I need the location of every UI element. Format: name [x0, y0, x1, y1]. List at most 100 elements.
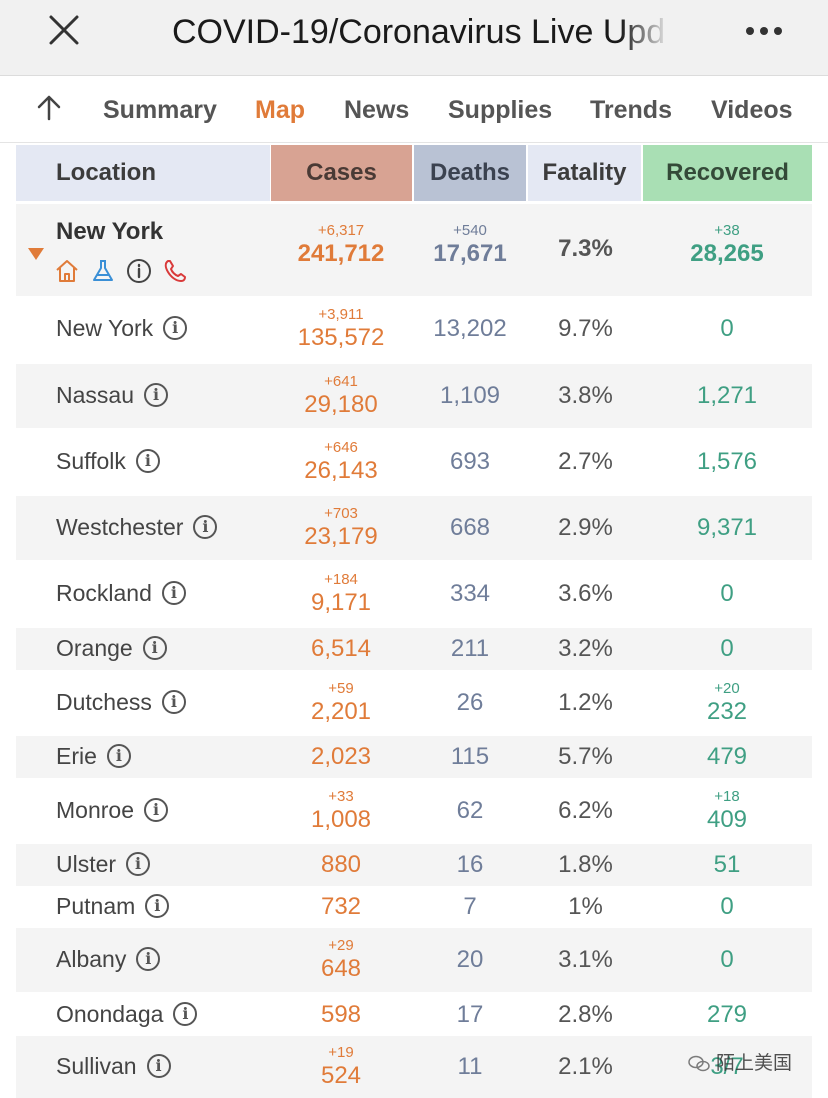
table-row[interactable]: Westchester i +703 23,179 668 2.9% 9,371: [16, 496, 812, 560]
county-cases: 1,008: [310, 806, 372, 833]
info-icon[interactable]: i: [161, 689, 186, 714]
table-row[interactable]: Monroe i +33 1,008 62 6.2% +18 409: [16, 780, 812, 842]
county-fatality: 3.1%: [558, 946, 613, 973]
county-deaths-cell: 62: [415, 797, 525, 825]
table-row[interactable]: New York i +3,911 135,572 13,202 9.7% 0: [16, 298, 812, 360]
table-row[interactable]: Suffolk i +646 26,143 693 2.7% 1,576: [16, 430, 812, 494]
county-name: Westchester: [56, 514, 184, 540]
county-fatality-cell: 2.8%: [528, 1001, 643, 1029]
table-row[interactable]: Erie i 2,023 115 5.7% 479: [16, 736, 812, 778]
county-deaths: 11: [457, 1053, 483, 1080]
county-deaths-cell: 668: [415, 514, 525, 542]
title-bar: COVID-19/Coronavirus Live Upd: [0, 0, 828, 76]
close-icon[interactable]: [44, 12, 84, 52]
tab-trends[interactable]: Trends: [590, 96, 672, 124]
county-recovered: 1,576: [696, 448, 758, 475]
info-icon[interactable]: i: [163, 315, 188, 340]
expand-triangle-icon[interactable]: [28, 248, 44, 260]
county-fatality: 5.7%: [558, 743, 613, 770]
table-row[interactable]: Dutchess i +59 2,201 26 1.2% +20 232: [16, 672, 812, 734]
county-recovered: 0: [720, 315, 734, 342]
county-recovered-cell: +20 232: [643, 680, 811, 726]
county-recovered-cell: 1,576: [643, 448, 811, 476]
tab-summary[interactable]: Summary: [103, 96, 217, 124]
table-row[interactable]: Nassau i +641 29,180 1,109 3.8% 1,271: [16, 364, 812, 428]
county-fatality-cell: 3.1%: [528, 946, 643, 974]
table-row[interactable]: Rockland i +184 9,171 334 3.6% 0: [16, 562, 812, 626]
state-deaths: 17,671: [433, 240, 507, 267]
county-cases-cell: +29 648: [278, 937, 404, 983]
state-action-icons: [54, 258, 198, 286]
county-cases-cell: +703 23,179: [278, 505, 404, 551]
table-row[interactable]: Albany i +29 648 20 3.1% 0: [16, 928, 812, 992]
flask-icon[interactable]: [90, 258, 116, 284]
info-icon[interactable]: i: [143, 797, 168, 822]
state-row-new-york[interactable]: New York +6,317 241,712 +540 17,671 7.3%…: [16, 204, 812, 296]
county-deaths: 20: [456, 946, 484, 973]
table-row[interactable]: Putnam i 732 7 1% 0: [16, 888, 812, 926]
county-cases: 6,514: [310, 635, 372, 662]
county-location: Onondaga i: [56, 1001, 198, 1028]
county-cases-cell: 598: [278, 1001, 404, 1029]
county-fatality: 1%: [568, 893, 603, 920]
info-icon[interactable]: i: [126, 851, 151, 876]
column-header-deaths[interactable]: Deaths: [414, 145, 526, 201]
table-row[interactable]: Ulster i 880 16 1.8% 51: [16, 844, 812, 886]
tab-videos[interactable]: Videos: [711, 96, 793, 124]
info-icon[interactable]: i: [145, 893, 170, 918]
info-icon[interactable]: i: [142, 635, 167, 660]
county-recovered: 0: [720, 946, 734, 973]
info-icon[interactable]: i: [143, 382, 168, 407]
county-deaths-cell: 7: [415, 893, 525, 921]
county-cases: 2,201: [310, 698, 372, 725]
county-fatality-cell: 3.6%: [528, 580, 643, 608]
column-header-recovered[interactable]: Recovered: [643, 145, 812, 201]
county-cases-cell: +184 9,171: [278, 571, 404, 617]
county-cases-cell: 2,023: [278, 743, 404, 771]
tab-supplies[interactable]: Supplies: [448, 96, 553, 124]
info-icon[interactable]: i: [106, 743, 131, 768]
tab-map[interactable]: Map: [255, 96, 305, 124]
county-cases: 880: [320, 851, 362, 878]
arrow-up-icon[interactable]: [34, 93, 64, 123]
county-fatality: 1.8%: [558, 851, 613, 878]
county-fatality-cell: 2.1%: [528, 1053, 643, 1081]
phone-icon[interactable]: [162, 258, 188, 284]
county-location: Putnam i: [56, 893, 170, 920]
info-icon[interactable]: i: [136, 946, 161, 971]
county-recovered-cell: 0: [643, 893, 811, 921]
tab-news[interactable]: News: [344, 96, 410, 124]
county-deaths: 17: [456, 1001, 484, 1028]
info-icon[interactable]: i: [135, 448, 160, 473]
info-icon[interactable]: i: [146, 1053, 171, 1078]
column-header-location[interactable]: Location: [16, 145, 270, 201]
county-deaths: 693: [449, 448, 491, 475]
county-cases-delta: +59: [328, 680, 354, 697]
county-cases-delta: +19: [328, 1044, 354, 1061]
county-cases: 648: [320, 955, 362, 982]
county-cases: 524: [320, 1062, 362, 1089]
county-fatality-cell: 9.7%: [528, 315, 643, 343]
column-header-fatality[interactable]: Fatality: [528, 145, 641, 201]
county-location: Suffolk i: [56, 448, 160, 475]
column-header-cases[interactable]: Cases: [271, 145, 412, 201]
county-deaths: 334: [449, 580, 491, 607]
info-icon[interactable]: [126, 258, 152, 284]
county-deaths-cell: 334: [415, 580, 525, 608]
info-icon[interactable]: i: [173, 1001, 198, 1026]
info-icon[interactable]: i: [161, 580, 186, 605]
county-recovered: 279: [706, 1001, 748, 1028]
home-icon[interactable]: [54, 258, 80, 284]
table-row[interactable]: Sullivan i +19 524 11 2.1% 3/7: [16, 1036, 812, 1098]
state-cases-delta: +6,317: [317, 222, 365, 239]
county-name: Putnam: [56, 893, 136, 919]
county-deaths: 1,109: [439, 382, 501, 409]
more-horizontal-icon[interactable]: [742, 16, 786, 46]
county-deaths: 62: [456, 797, 484, 824]
info-icon[interactable]: i: [193, 514, 218, 539]
county-location: Nassau i: [56, 382, 168, 409]
county-recovered-cell: 0: [643, 580, 811, 608]
table-row[interactable]: Orange i 6,514 211 3.2% 0: [16, 628, 812, 670]
table-row[interactable]: Onondaga i 598 17 2.8% 279: [16, 996, 812, 1034]
county-location: Westchester i: [56, 514, 218, 541]
